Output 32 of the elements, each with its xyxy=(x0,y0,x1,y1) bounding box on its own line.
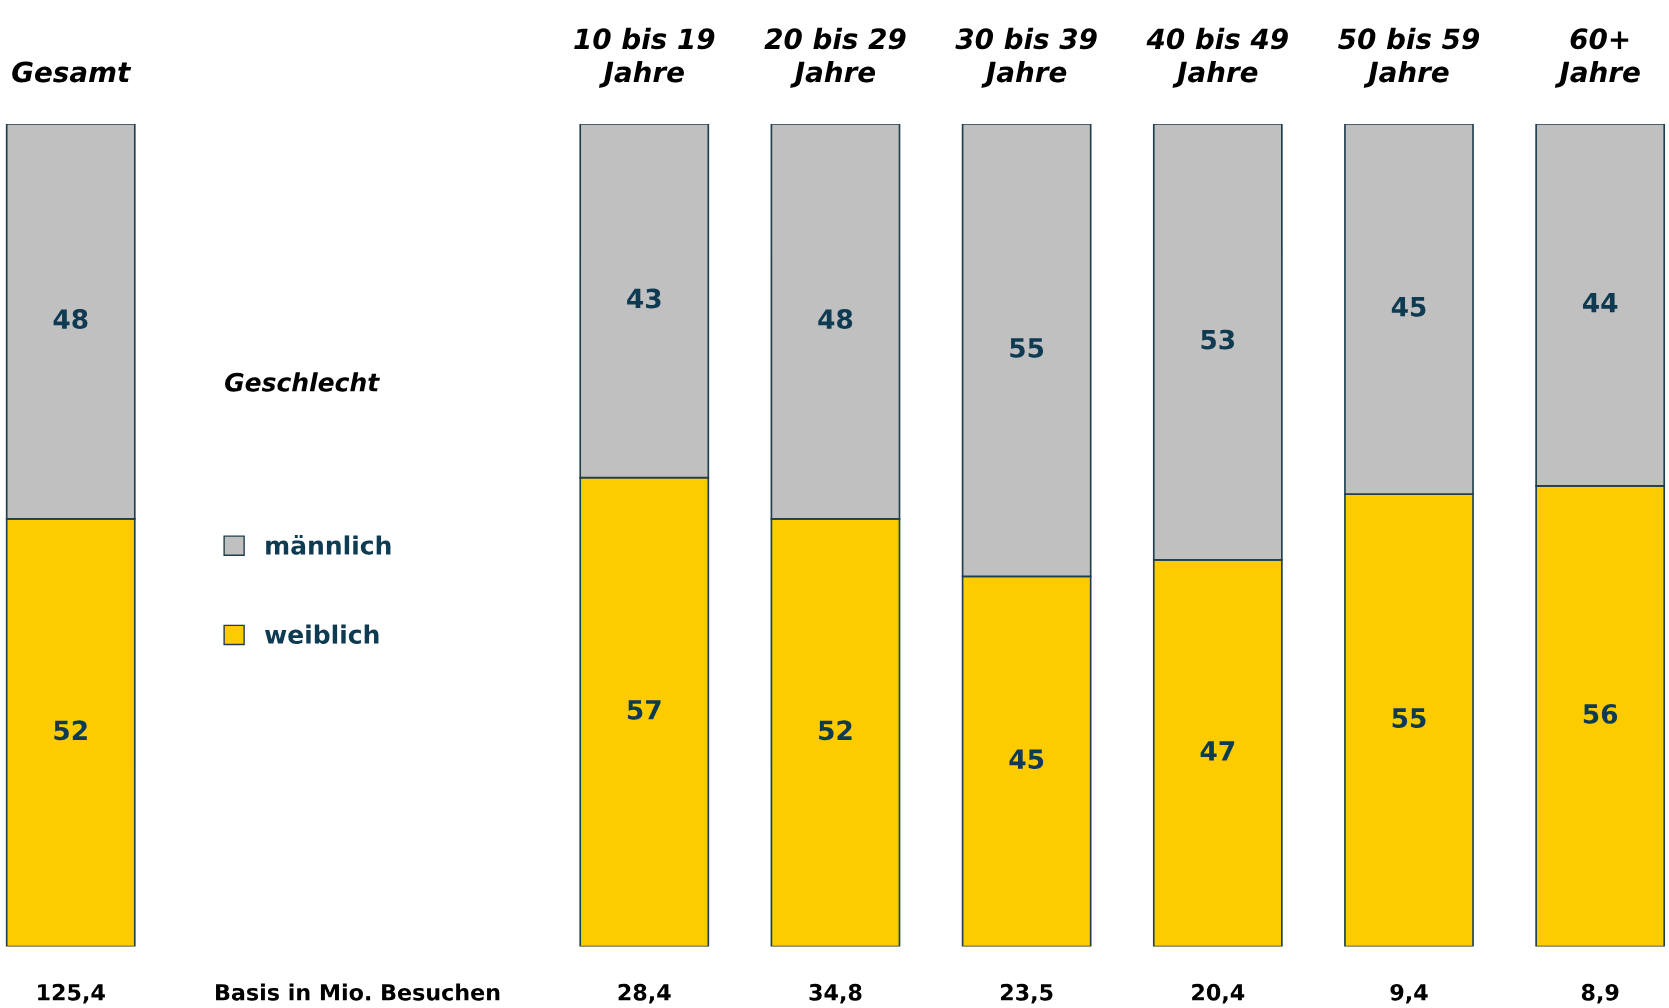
x-tick-label: 40 bis 49 Jahre xyxy=(1146,27,1288,88)
text: 20,4 xyxy=(1192,983,1245,1004)
x-tick-label: 20 bis 29 Jahre xyxy=(764,27,906,88)
text: 23,5 xyxy=(1000,983,1053,1004)
x-tick-label: 30 bis 39 Jahre xyxy=(955,27,1097,88)
data-label: 53 xyxy=(1201,329,1235,350)
data-label: 48 xyxy=(818,309,853,330)
data-label: 55 xyxy=(1392,708,1426,728)
data-label: 56 xyxy=(1583,703,1618,724)
data-label: 48 xyxy=(53,309,88,330)
data-label: 47 xyxy=(1200,741,1235,761)
text: 8,9 xyxy=(1581,983,1619,1004)
data-label: 57 xyxy=(627,700,661,720)
x-tick-label: 50 bis 59 Jahre xyxy=(1338,27,1480,88)
data-label: 45 xyxy=(1391,297,1426,317)
legend-title: Geschlecht xyxy=(225,372,380,392)
text: 125,4 xyxy=(38,983,105,1004)
text: 28,4 xyxy=(618,983,671,1004)
text: 9,4 xyxy=(1390,983,1428,1004)
x-tick-label: 60+ Jahre xyxy=(1554,28,1640,88)
x-tick-label: Gesamt xyxy=(12,61,132,83)
data-label: 55 xyxy=(1010,338,1044,358)
x-tick-label: 10 bis 19 Jahre xyxy=(574,27,715,88)
legend-label: weiblich xyxy=(265,624,379,644)
data-label: 52 xyxy=(819,720,852,741)
legend-label: männlich xyxy=(266,535,391,555)
data-label: 45 xyxy=(1009,749,1044,770)
text: Basis in Mio. Besuchen xyxy=(216,983,500,1001)
data-label: 43 xyxy=(627,288,661,309)
data-label: 52 xyxy=(54,720,87,741)
text: 34,8 xyxy=(809,983,862,1004)
data-label: 44 xyxy=(1583,292,1618,313)
